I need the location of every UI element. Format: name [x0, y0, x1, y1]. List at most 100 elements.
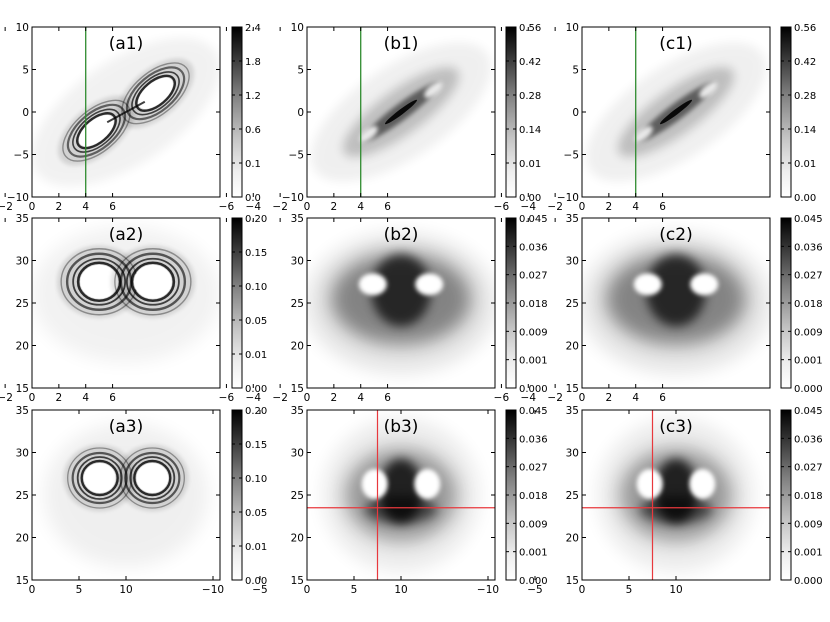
y-tick-label: 0 — [297, 107, 304, 119]
x-tick-label: 0 — [304, 392, 311, 404]
colorbar-tick-label: 0.10 — [245, 474, 267, 485]
colorbar-tick-label: 0.009 — [794, 327, 823, 338]
panel-b1: −6 −4 −2 0 2 4 6 −10 −5 0 5 10 (b1) 0.00 0.01 0.14 0.28 0… — [219, 22, 542, 213]
colorbar-tick-label: 0.10 — [245, 282, 267, 293]
x-tick-label: 2 — [331, 201, 338, 213]
panel-label: (a1) — [109, 34, 144, 54]
y-tick-label: 35 — [566, 405, 579, 417]
y-tick-label: 15 — [16, 383, 29, 395]
colorbar-tick-label: 0.036 — [519, 242, 548, 253]
y-tick-label: 35 — [566, 213, 579, 225]
x-tick-label: 0 — [579, 584, 586, 596]
colorbar-tick-label: 0.027 — [794, 463, 823, 474]
colorbar-tick-label: 0.56 — [519, 23, 541, 34]
x-tick-label: 2 — [56, 201, 63, 213]
density-ring — [76, 112, 117, 150]
y-tick-label: 25 — [566, 490, 579, 502]
colorbar-tick-label: 0.42 — [519, 57, 541, 68]
colorbar-tick-label: 0.01 — [245, 542, 267, 553]
x-tick-label: 6 — [109, 201, 116, 213]
colorbar-tick-label: 0.56 — [794, 23, 816, 34]
x-tick-label: 0 — [304, 201, 311, 213]
y-tick-label: 0 — [22, 107, 29, 119]
colorbar-tick-label: 0.001 — [519, 548, 548, 559]
colorbar-tick-label: 0.00 — [794, 193, 816, 204]
empty-core — [415, 273, 444, 296]
y-tick-label: 15 — [16, 575, 29, 587]
panel-label: (c2) — [659, 225, 692, 245]
y-tick-label: 35 — [16, 213, 29, 225]
x-tick-label: −2 — [0, 201, 13, 213]
colorbar-tick-label: 0.027 — [519, 463, 548, 474]
y-tick-label: 25 — [16, 298, 29, 310]
y-tick-label: 15 — [291, 575, 304, 587]
colorbar — [231, 409, 243, 581]
x-tick-label: 4 — [82, 392, 89, 404]
colorbar-tick-label: 0.05 — [245, 508, 267, 519]
x-tick-label: 0 — [579, 392, 586, 404]
colorbar-tick-label: 0.036 — [794, 434, 823, 445]
colorbar — [231, 217, 243, 389]
colorbar-tick-label: 0.000 — [794, 384, 823, 395]
panel-a3: −10 −5 0 5 10 15 20 25 30 35 (a3) 0.00 0.01 0.05 0.10 0… — [16, 405, 268, 596]
x-tick-label: −10 — [477, 584, 499, 596]
empty-core — [424, 81, 443, 98]
density-core — [365, 495, 437, 524]
x-tick-label: 0 — [29, 201, 36, 213]
panel-label: (a3) — [109, 417, 144, 437]
colorbar-tick-label: 1.2 — [245, 91, 261, 102]
density-ring — [135, 74, 176, 112]
y-tick-label: 30 — [566, 256, 579, 268]
y-tick-label: 20 — [291, 533, 304, 545]
colorbar-tick-label: 0.018 — [519, 299, 548, 310]
density-ring — [125, 257, 180, 306]
colorbar-tick-label: 0.1 — [245, 159, 261, 170]
x-tick-label: −4 — [246, 392, 262, 404]
x-tick-label: −2 — [547, 201, 562, 213]
density-ring — [129, 456, 176, 500]
y-tick-label: 15 — [566, 383, 579, 395]
heatmap-image — [311, 27, 491, 197]
panel-c3: −10 −5 0 5 10 15 20 25 30 35 (c3) 0.000 0.001 0.009 0.… — [477, 405, 823, 596]
y-tick-label: 10 — [291, 22, 304, 34]
colorbar-tick-label: 1.8 — [245, 57, 261, 68]
x-tick-label: 0 — [579, 201, 586, 213]
x-tick-label: 5 — [76, 584, 83, 596]
x-tick-label: 4 — [82, 201, 89, 213]
colorbar-tick-label: 0.0 — [245, 193, 261, 204]
density-ring — [114, 248, 192, 316]
density-ring — [125, 66, 186, 121]
panel-label: (c3) — [659, 417, 692, 437]
density-core — [106, 100, 146, 124]
x-tick-label: 6 — [384, 201, 391, 213]
colorbar-tick-label: 0.01 — [794, 159, 816, 170]
colorbar-tick-label: 0.28 — [519, 91, 541, 102]
y-tick-label: −10 — [557, 192, 579, 204]
colorbar-tick-label: 0.05 — [245, 316, 267, 327]
x-tick-label: −5 — [527, 584, 542, 596]
colorbar-tick-label: 0.009 — [519, 519, 548, 530]
colorbar-tick-label: 0.045 — [794, 406, 823, 417]
colorbar-tick-label: 0.027 — [794, 271, 823, 282]
colorbar-tick-label: 0.00 — [245, 384, 267, 395]
colorbar — [231, 26, 243, 198]
colorbar — [505, 26, 517, 198]
heatmap-image — [582, 233, 770, 373]
density-ring — [131, 71, 180, 116]
empty-core — [79, 114, 114, 147]
heatmap-image — [582, 410, 770, 580]
colorbar-tick-label: 0.018 — [794, 491, 823, 502]
y-tick-label: 10 — [566, 22, 579, 34]
x-tick-label: −6 — [494, 392, 510, 404]
colorbar — [780, 26, 792, 198]
x-tick-label: 6 — [109, 392, 116, 404]
y-tick-label: 15 — [291, 383, 304, 395]
empty-core — [83, 463, 116, 493]
empty-core — [689, 468, 716, 499]
colorbar-tick-label: 0.036 — [794, 242, 823, 253]
panel-label: (b2) — [384, 225, 419, 245]
empty-core — [633, 273, 662, 296]
x-tick-label: 6 — [659, 201, 666, 213]
empty-core — [136, 463, 169, 493]
